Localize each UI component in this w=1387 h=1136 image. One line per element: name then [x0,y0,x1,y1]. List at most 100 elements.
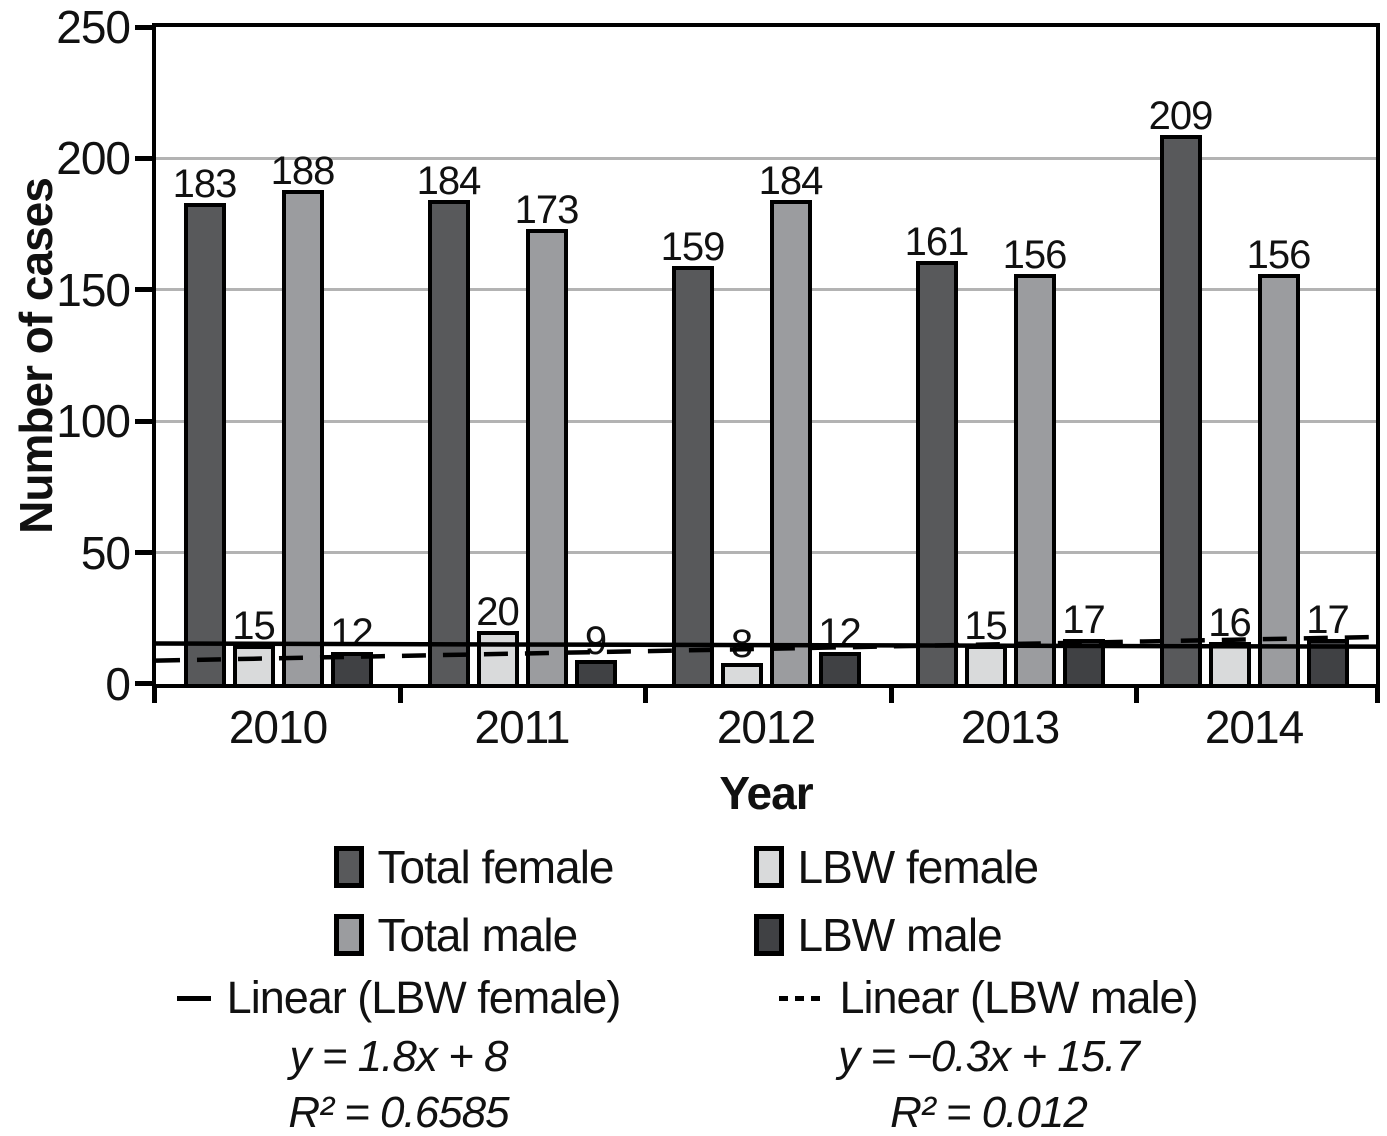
y-tick-label-150: 150 [56,263,131,316]
bar-value-label: 8 [730,621,753,666]
bar-value-label: 17 [1306,598,1349,643]
legend-item-lbw-female: LBW female [753,840,1054,894]
y-tick-mark-100 [135,418,152,424]
x-tick-mark-5 [1375,686,1380,703]
plot-area: 183 15 188 12 184 20 173 9 159 8 184 12 161 15 156 17 20… [152,23,1380,688]
bar-value-label: 161 [904,219,970,264]
y-tick-label-0: 0 [105,658,131,710]
bar-total-female-2014: 209 [1149,95,1213,684]
bar-group-2011: 184 20 173 9 [400,27,644,684]
bar-lbw-male-2010: 12 [330,612,374,684]
bar-total-female-2011: 184 [417,160,481,684]
bar-lbw-female-2014: 16 [1208,602,1252,684]
x-tick-mark-2 [643,686,649,703]
bar-total-male-2011: 173 [515,189,579,684]
trend-equation: y = 1.8x + 8 [289,1032,509,1081]
bar-value-label: 183 [172,162,238,207]
trend-r-squared: R² = 0.012 [890,1088,1088,1136]
gridline-200 [156,156,1376,160]
x-axis-title: Year [719,767,813,819]
bar-lbw-male-2013: 17 [1062,599,1106,684]
bar-value-label: 188 [270,148,336,193]
x-tick-label-2010: 2010 [228,701,328,753]
bar-total-male-2013: 156 [1003,234,1067,684]
bar-lbw-male-2011: 9 [574,620,617,684]
legend-label: Total male [377,909,579,961]
y-tick-label-50: 50 [80,526,131,579]
y-tick-mark-250 [135,24,152,30]
gridline-150 [156,288,1376,292]
y-tick-label-100: 100 [56,395,131,448]
bar-value-label: 209 [1148,93,1214,138]
x-tick-mark-4 [1134,686,1140,703]
bar-value-label: 16 [1208,600,1251,645]
x-tick-label-2014: 2014 [1204,701,1304,753]
y-axis-title: Number of cases [10,178,62,534]
bar-value-label: 159 [660,225,726,270]
trend-r-squared: R² = 0.6585 [288,1088,509,1136]
x-tick-label-2013: 2013 [960,701,1060,753]
x-tick-mark-1 [397,686,403,703]
bar-total-male-2012: 184 [759,160,823,684]
x-tick-label-2011: 2011 [474,701,571,753]
bar-total-female-2012: 159 [661,226,725,684]
legend-row: Total male LBW male [0,908,1387,962]
bar-group-2013: 161 15 156 17 [888,27,1132,684]
y-tick-mark-200 [135,155,152,161]
legend-label: LBW male [797,909,1003,961]
bar-group-2012: 159 8 184 12 [644,27,888,684]
x-tick-mark-0 [152,686,157,703]
legend-item-lbw-male: LBW male [753,908,1054,962]
bar-lbw-female-2013: 15 [964,605,1008,684]
bar-value-label: 9 [584,619,607,664]
bar-lbw-male-2014: 17 [1306,599,1350,684]
bar-value-label: 15 [964,603,1007,648]
legend-swatch-icon [333,914,364,956]
bar-value-label: 156 [1002,233,1068,278]
bar-value-label: 12 [330,611,373,656]
y-tick-mark-150 [135,287,152,293]
dotted-line-icon [779,995,824,1001]
solid-line-icon [176,995,211,1001]
bar-group-2014: 209 16 156 17 [1132,27,1376,684]
gridline-100 [156,419,1376,423]
y-tick-label-250: 250 [56,1,131,53]
bar-total-male-2010: 188 [271,150,335,684]
bar-lbw-female-2012: 8 [720,623,763,684]
bar-lbw-female-2011: 20 [476,591,520,684]
bar-value-label: 20 [476,590,519,635]
legend-swatch-icon [753,846,784,888]
trend-equation: y = −0.3x + 15.7 [838,1032,1140,1081]
legend-item-total-male: Total male [333,908,634,962]
trend-legend-linear-lbw-female-: Linear (LBW female) y = 1.8x + 8 R² = 0.65… [159,972,639,1136]
y-tick-label-200: 200 [56,132,131,185]
bar-value-label: 17 [1062,598,1105,643]
x-tick-label-2012: 2012 [716,701,816,753]
bar-value-label: 12 [818,611,861,656]
x-tick-mark-3 [888,686,894,703]
bar-value-label: 173 [514,188,580,233]
bar-group-2010: 183 15 188 12 [156,27,400,684]
legend-swatch-icon [333,846,364,888]
bar-total-female-2013: 161 [905,221,969,684]
series-legend: Total female LBW female Total male LBW male [0,840,1387,976]
legend-row: Total female LBW female [0,840,1387,894]
bar-lbw-male-2012: 12 [818,612,862,684]
trend-legend-label-row: Linear (LBW female) [159,972,639,1024]
legend-label: LBW female [797,841,1040,893]
y-tick-mark-0 [135,680,152,686]
bar-total-male-2014: 156 [1247,234,1311,684]
legend-item-total-female: Total female [333,840,634,894]
bar-total-female-2010: 183 [173,163,237,684]
y-tick-mark-50 [135,550,152,556]
trend-legend-label: Linear (LBW female) [226,972,622,1023]
trendline-legend: Linear (LBW female) y = 1.8x + 8 R² = 0.65… [0,972,1387,1136]
legend-label: Total female [377,841,615,893]
bar-value-label: 156 [1246,233,1312,278]
gridline-50 [156,551,1376,555]
legend-swatch-icon [753,914,784,956]
trend-legend-label: Linear (LBW male) [839,972,1198,1023]
bar-value-label: 184 [416,159,482,204]
bar-lbw-female-2010: 15 [232,605,276,684]
